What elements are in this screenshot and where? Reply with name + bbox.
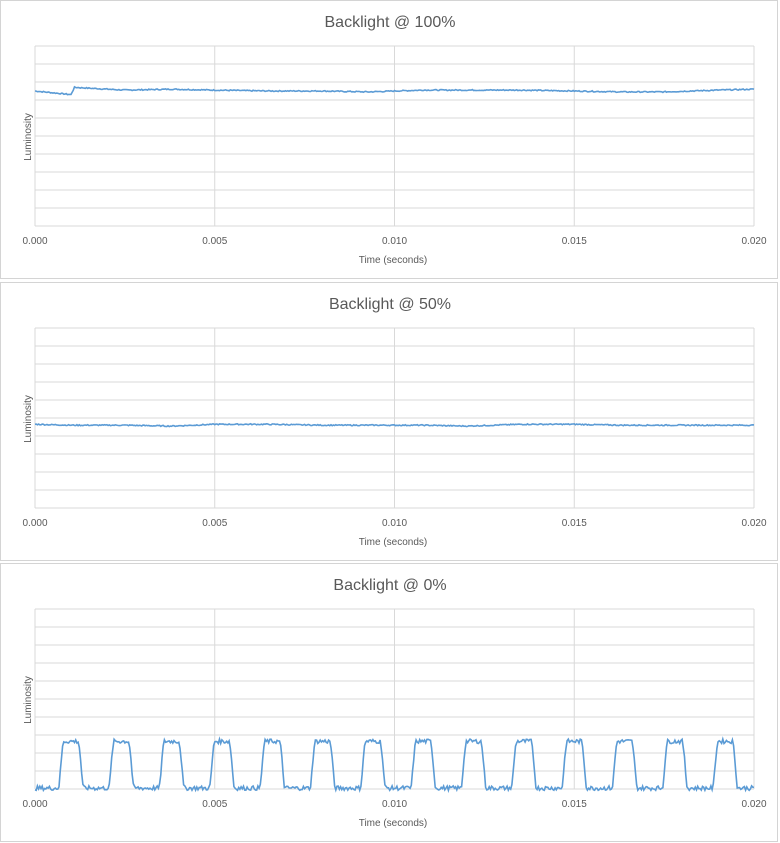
x-axis-title: Time (seconds)	[359, 818, 428, 829]
x-tick-label: 0.015	[562, 236, 587, 247]
x-tick-label: 0.005	[202, 799, 227, 810]
x-tick-label: 0.020	[741, 799, 766, 810]
series-line	[34, 85, 755, 96]
series-line	[34, 736, 755, 794]
chart-backlight-100: Backlight @ 100% 0.000 0.005 0.010 0.015 0.0…	[0, 0, 778, 279]
x-tick-label: 0.010	[382, 236, 407, 247]
chart-svg: Backlight @ 0% 0.000 0.005 0.010 0.015 0.020…	[22, 577, 766, 829]
series-line	[34, 422, 755, 428]
gridlines	[34, 45, 755, 227]
x-axis-title: Time (seconds)	[359, 255, 428, 266]
x-tick-label: 0.005	[202, 518, 227, 529]
chart-svg: Backlight @ 50% 0.000 0.005 0.010 0.015 0.02…	[22, 296, 766, 548]
chart-title: Backlight @ 50%	[329, 296, 451, 313]
x-tick-label: 0.010	[382, 518, 407, 529]
gridlines	[34, 327, 755, 509]
x-tick-label: 0.015	[562, 518, 587, 529]
x-tick-label: 0.005	[202, 236, 227, 247]
x-tick-label: 0.020	[741, 236, 766, 247]
chart-backlight-50: Backlight @ 50% 0.000 0.005 0.010 0.015 0.02…	[0, 282, 778, 561]
x-tick-label: 0.010	[382, 799, 407, 810]
x-tick-label: 0.015	[562, 799, 587, 810]
x-tick-label: 0.000	[22, 799, 47, 810]
y-axis-title: Luminosity	[23, 395, 34, 443]
x-tick-labels: 0.000 0.005 0.010 0.015 0.020	[22, 518, 766, 529]
y-axis-title: Luminosity	[23, 676, 34, 724]
x-tick-label: 0.020	[741, 518, 766, 529]
x-tick-labels: 0.000 0.005 0.010 0.015 0.020	[22, 799, 766, 810]
x-tick-labels: 0.000 0.005 0.010 0.015 0.020	[22, 236, 766, 247]
chart-svg: Backlight @ 100% 0.000 0.005 0.010 0.015 0.0…	[22, 14, 766, 266]
gridlines	[34, 608, 755, 790]
chart-title: Backlight @ 100%	[325, 14, 456, 31]
x-tick-label: 0.000	[22, 518, 47, 529]
x-axis-title: Time (seconds)	[359, 537, 428, 548]
y-axis-title: Luminosity	[23, 113, 34, 161]
chart-backlight-0: Backlight @ 0% 0.000 0.005 0.010 0.015 0.020…	[0, 563, 778, 842]
x-tick-label: 0.000	[22, 236, 47, 247]
chart-title: Backlight @ 0%	[333, 577, 446, 594]
